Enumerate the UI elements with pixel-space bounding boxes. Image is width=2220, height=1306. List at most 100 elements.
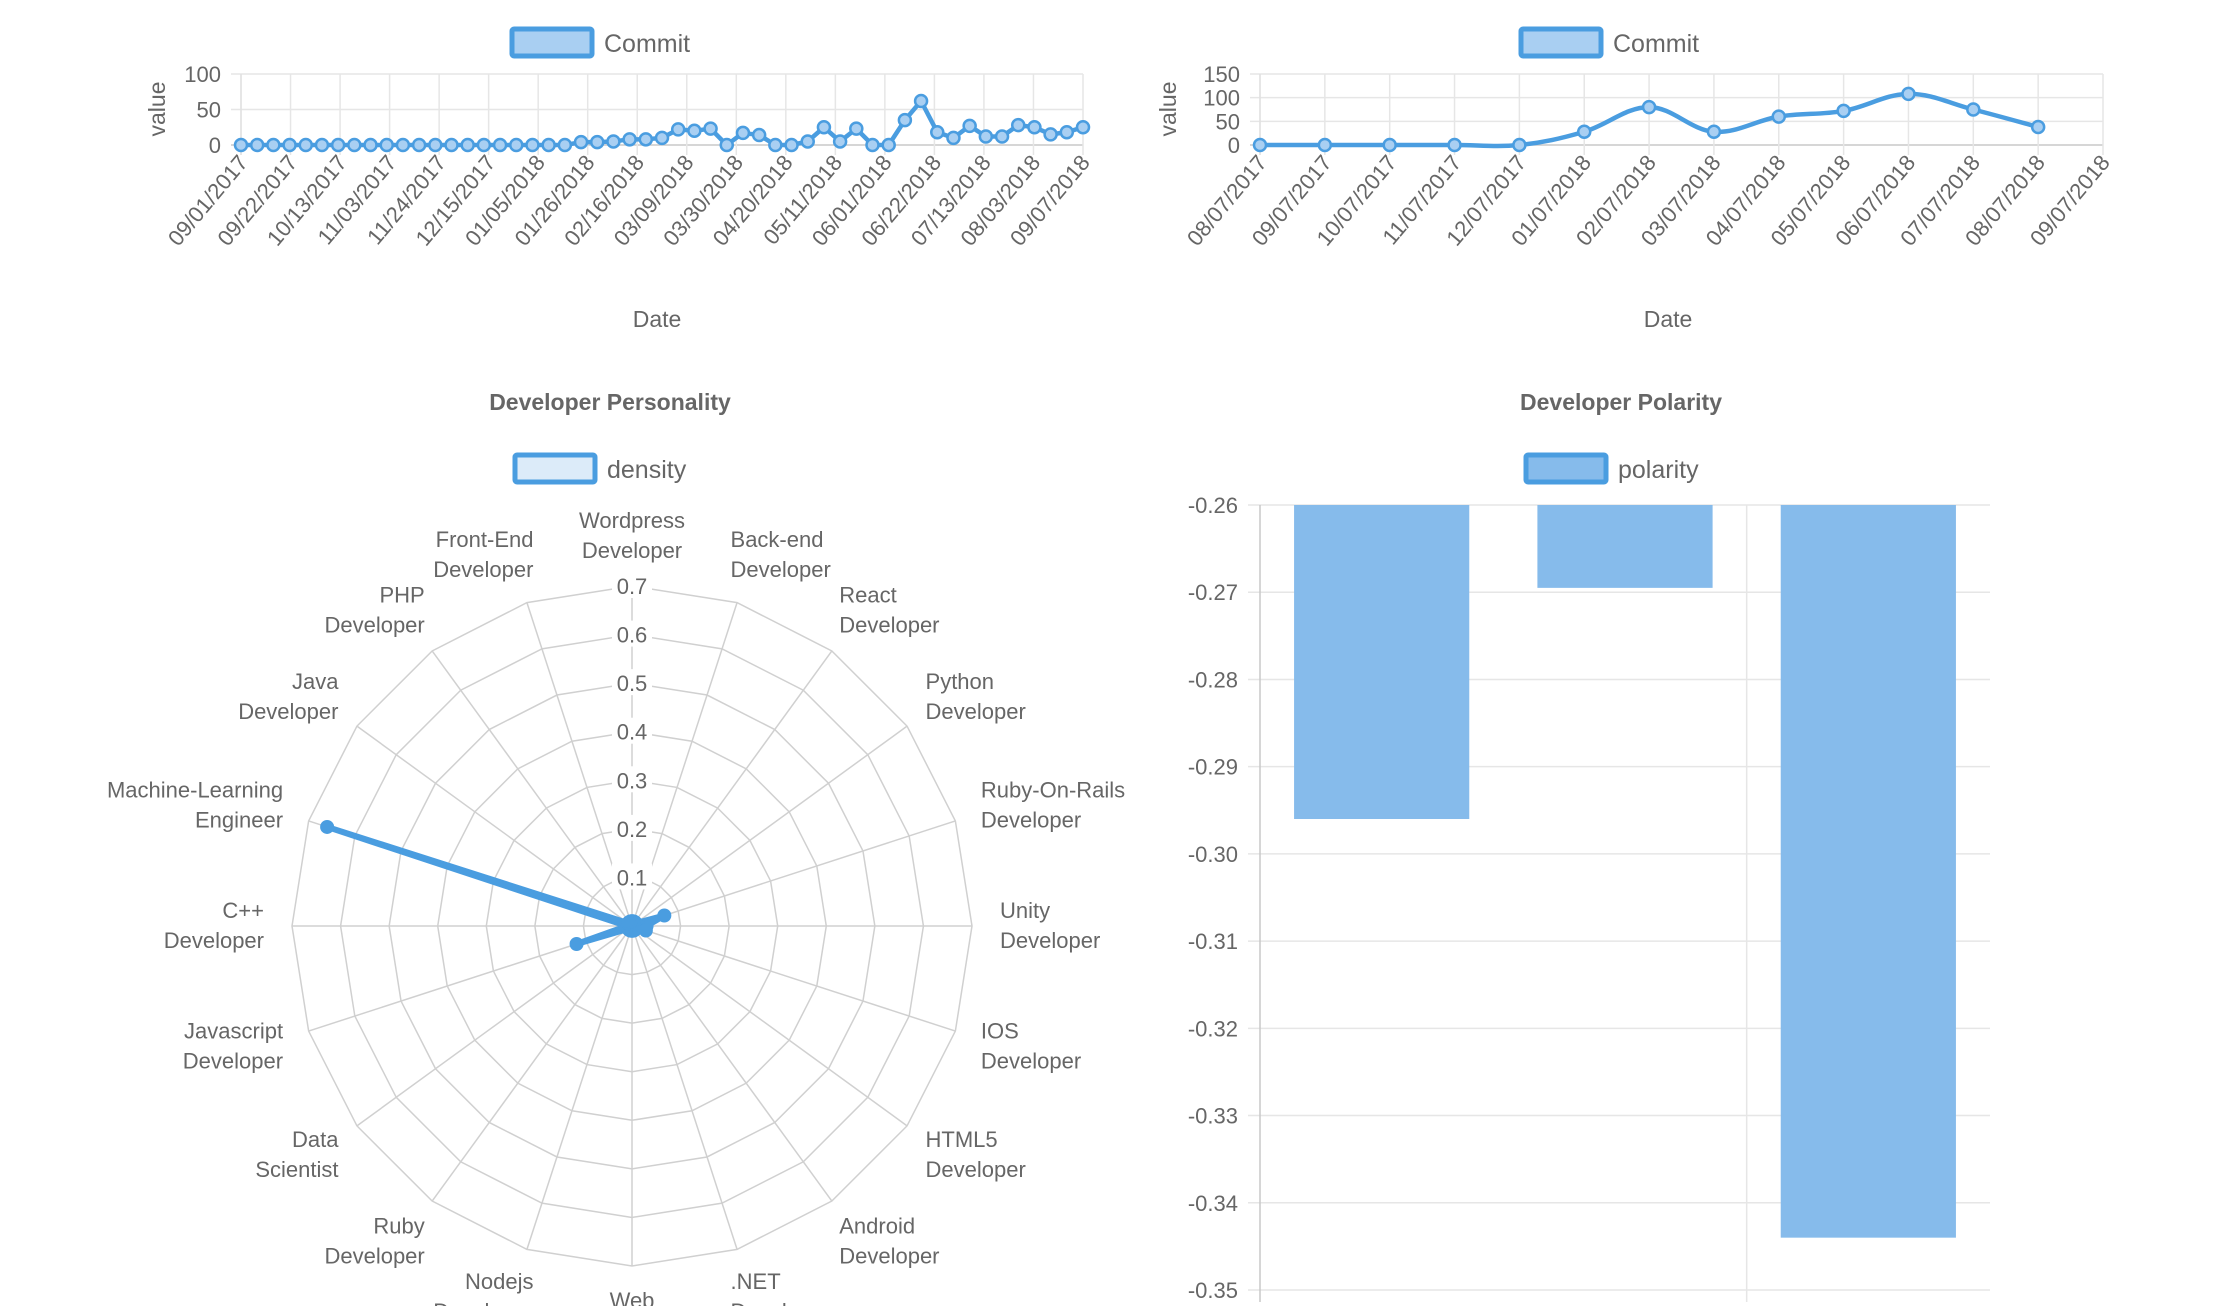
radar-category-label-line: C++ bbox=[222, 898, 264, 923]
data-point bbox=[1384, 139, 1396, 151]
y-tick-label: 100 bbox=[184, 62, 221, 87]
y-tick-label: -0.30 bbox=[1188, 842, 1238, 867]
radar-spoke bbox=[632, 926, 907, 1126]
radar-category-label-line: Developer bbox=[183, 1049, 283, 1074]
radar-category-label-line: Developer bbox=[324, 1244, 424, 1269]
radar-category-label-line: IOS bbox=[981, 1019, 1019, 1044]
radar-spoke bbox=[632, 926, 832, 1201]
data-point bbox=[316, 139, 328, 151]
radar-category-label-line: Developer bbox=[324, 612, 424, 637]
radar-category-label: Wordpress Developer bbox=[579, 508, 685, 563]
data-point bbox=[656, 132, 668, 144]
legend-label-commit[interactable]: Commit bbox=[604, 30, 690, 58]
data-point bbox=[559, 139, 571, 151]
radar-category-label: Back-end Developer bbox=[731, 527, 831, 582]
data-point bbox=[850, 123, 862, 135]
radar-category-label: React Developer bbox=[839, 582, 939, 637]
radar-tick-label: 0.5 bbox=[617, 671, 648, 696]
radar-category-label-line: Wordpress bbox=[579, 508, 685, 533]
legend-swatch-density[interactable] bbox=[515, 455, 595, 482]
data-point bbox=[478, 139, 490, 151]
legend-swatch-commit[interactable] bbox=[1521, 29, 1601, 56]
data-point bbox=[526, 139, 538, 151]
data-point bbox=[413, 139, 425, 151]
data-point bbox=[915, 95, 927, 107]
x-axis-title: Date bbox=[633, 306, 682, 332]
data-point bbox=[1902, 88, 1914, 100]
radar-category-label: NodejsDeveloper bbox=[433, 1269, 533, 1306]
radar-category-label-line: Back-end bbox=[731, 527, 824, 552]
data-point bbox=[429, 139, 441, 151]
data-point bbox=[1045, 128, 1057, 140]
data-point bbox=[267, 139, 279, 151]
radar-category-label-line: HTML5 bbox=[926, 1127, 998, 1152]
data-point bbox=[332, 139, 344, 151]
legend-label-density[interactable]: density bbox=[607, 456, 687, 484]
radar-spoke bbox=[632, 926, 955, 1031]
radar-spoke bbox=[632, 926, 737, 1249]
data-point bbox=[688, 125, 700, 137]
radar-category-label-line: Developer bbox=[839, 612, 939, 637]
radar-category-label-line: Scientist bbox=[255, 1157, 338, 1182]
data-point bbox=[607, 135, 619, 147]
y-tick-label: -0.27 bbox=[1188, 580, 1238, 605]
radar-category-label-line: Developer bbox=[731, 1299, 831, 1306]
legend-label-commit[interactable]: Commit bbox=[1613, 30, 1699, 58]
radar-spoke bbox=[432, 651, 632, 926]
data-point bbox=[381, 139, 393, 151]
y-tick-label: 150 bbox=[1203, 62, 1240, 87]
data-point bbox=[786, 139, 798, 151]
data-point bbox=[446, 139, 458, 151]
data-point bbox=[867, 139, 879, 151]
radar-tick-label: 0.3 bbox=[617, 768, 648, 793]
radar-category-label-line: Ruby bbox=[373, 1214, 424, 1239]
radar-spoke bbox=[632, 821, 955, 926]
data-point bbox=[494, 139, 506, 151]
radar-spoke bbox=[527, 926, 632, 1249]
data-point bbox=[1061, 126, 1073, 138]
radar-category-label-line: Unity bbox=[1000, 898, 1050, 923]
polarity-bar bbox=[1537, 505, 1712, 588]
y-tick-label: -0.31 bbox=[1188, 929, 1238, 954]
data-point bbox=[1449, 139, 1461, 151]
radar-tick-label: 0.2 bbox=[617, 817, 648, 842]
developer-personality-radar-chart: Developer Personality density Wordpress D… bbox=[107, 389, 1125, 1306]
legend-label-polarity[interactable]: polarity bbox=[1618, 456, 1699, 484]
data-point bbox=[1319, 139, 1331, 151]
radar-category-label: IOS Developer bbox=[981, 1019, 1081, 1074]
radar-spoke bbox=[357, 926, 632, 1126]
y-axis-title: value bbox=[144, 82, 170, 137]
radar-data-point bbox=[624, 915, 636, 927]
radar-category-label: Java Developer bbox=[238, 669, 339, 724]
y-tick-label: -0.32 bbox=[1188, 1016, 1238, 1041]
chart-title: Developer Polarity bbox=[1520, 389, 1722, 415]
data-point bbox=[575, 136, 587, 148]
data-point bbox=[1967, 104, 1979, 116]
data-point bbox=[624, 133, 636, 145]
data-point bbox=[769, 139, 781, 151]
data-point bbox=[802, 135, 814, 147]
data-point bbox=[931, 126, 943, 138]
y-tick-label: -0.29 bbox=[1188, 755, 1238, 780]
radar-category-label: AndroidDeveloper bbox=[839, 1214, 939, 1269]
radar-tick-label: 0.1 bbox=[617, 865, 648, 890]
radar-category-label-line: Developer bbox=[926, 699, 1026, 724]
radar-category-label-line: Developer bbox=[238, 699, 338, 724]
data-point bbox=[1254, 139, 1266, 151]
data-point bbox=[1578, 126, 1590, 138]
radar-category-label-line: Developer bbox=[164, 928, 264, 953]
legend-swatch-polarity[interactable] bbox=[1526, 455, 1606, 482]
radar-data-point bbox=[571, 938, 583, 950]
data-point bbox=[705, 123, 717, 135]
radar-tick-label: 0.7 bbox=[617, 574, 648, 599]
radar-category-label: PHP Developer bbox=[324, 582, 424, 637]
data-point bbox=[964, 120, 976, 132]
radar-spoke bbox=[632, 651, 832, 926]
radar-category-label: Ruby-On-Rails Developer bbox=[981, 777, 1125, 832]
radar-category-label-line: Developer bbox=[731, 557, 831, 582]
data-point bbox=[980, 130, 992, 142]
radar-tick-label: 0.6 bbox=[617, 623, 648, 648]
radar-category-label: C++ Developer bbox=[164, 898, 264, 953]
data-point bbox=[591, 136, 603, 148]
legend-swatch-commit[interactable] bbox=[512, 29, 592, 56]
